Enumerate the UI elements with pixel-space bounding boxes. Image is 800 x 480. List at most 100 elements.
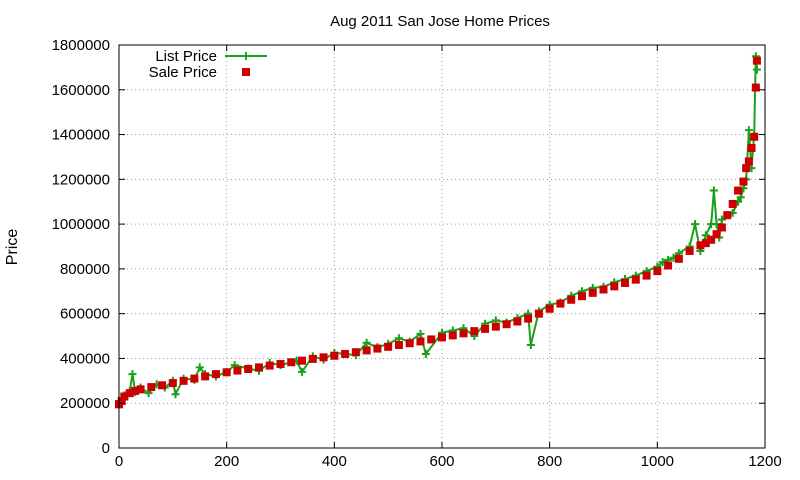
sale-price-point (158, 381, 167, 390)
sale-price-point (734, 186, 743, 195)
sale-price-point (513, 317, 522, 326)
sale-price-point (120, 392, 129, 401)
sale-price-point (664, 261, 673, 270)
sale-price-point (502, 320, 511, 329)
y-tick-label: 400000 (60, 350, 110, 367)
y-axis-label: Price (4, 229, 21, 266)
y-tick-label: 200000 (60, 395, 110, 412)
sale-price-point (685, 246, 694, 255)
sale-price-point (470, 327, 479, 336)
series-sale-price (115, 56, 761, 409)
axis-ticks: 0 200000 400000 600000 800000 1000000 1200000 1… (52, 37, 782, 470)
series-layer (115, 52, 761, 409)
sale-price-point (201, 372, 210, 381)
sale-price-point (631, 275, 640, 284)
sale-price-point (233, 366, 242, 375)
sale-price-point (136, 385, 145, 394)
list-price-point (195, 363, 204, 372)
sale-price-point (556, 299, 565, 308)
x-tick-label: 400 (322, 453, 347, 470)
sale-price-point (610, 282, 619, 291)
series-line-list-price (118, 56, 758, 402)
sale-price-point (481, 324, 490, 333)
legend-marker-sale-price (242, 68, 250, 76)
sale-price-point (319, 353, 328, 362)
sale-price-point (384, 342, 393, 351)
x-tick-label: 1000 (641, 453, 674, 470)
x-tick-label: 1200 (748, 453, 781, 470)
sale-price-point (750, 132, 759, 141)
sale-price-point (567, 295, 576, 304)
sale-price-point (416, 337, 425, 346)
sale-price-point (244, 364, 253, 373)
sale-price-point (674, 254, 683, 263)
sale-price-point (696, 241, 705, 250)
sale-price-point (287, 358, 296, 367)
sale-price-point (405, 339, 414, 348)
sale-price-point (739, 177, 748, 186)
list-price-point (691, 220, 700, 229)
sale-price-point (276, 360, 285, 369)
sale-price-point (577, 292, 586, 301)
sale-price-point (717, 223, 726, 232)
sale-price-point (448, 331, 457, 340)
list-price-point (736, 193, 745, 202)
y-tick-label: 0 (102, 440, 110, 457)
sale-price-point (427, 335, 436, 344)
sale-price-point (752, 56, 761, 65)
sale-price-point (747, 143, 756, 152)
x-tick-label: 0 (115, 453, 123, 470)
legend-label-sale-price: Sale Price (149, 64, 217, 81)
sale-price-point (125, 389, 134, 398)
list-price-point (171, 390, 180, 399)
sale-price-point (742, 164, 751, 173)
x-tick-label: 600 (429, 453, 454, 470)
sale-price-point (701, 239, 710, 248)
sale-price-point (298, 356, 307, 365)
list-price-point (416, 329, 425, 338)
list-price-point (717, 215, 726, 224)
sale-price-point (621, 278, 630, 287)
list-price-point (526, 341, 535, 350)
sale-price-point (524, 314, 533, 323)
list-price-point (394, 334, 403, 343)
sale-price-point (351, 348, 360, 357)
sale-price-point (222, 368, 231, 377)
sale-price-point (211, 370, 220, 379)
list-price-point (128, 370, 137, 379)
y-tick-label: 1600000 (52, 82, 110, 99)
y-tick-label: 600000 (60, 306, 110, 323)
list-price-point (421, 349, 430, 358)
sale-price-point (642, 271, 651, 280)
sale-price-point (491, 322, 500, 331)
sale-price-point (179, 376, 188, 385)
sale-price-point (254, 363, 263, 372)
sale-price-point (588, 288, 597, 297)
sale-price-point (744, 157, 753, 166)
list-price-point (362, 338, 371, 347)
sale-price-point (599, 285, 608, 294)
sale-price-point (545, 304, 554, 313)
grid-lines (119, 45, 765, 448)
sale-price-point (147, 383, 156, 392)
y-tick-label: 800000 (60, 261, 110, 278)
sale-price-point (190, 374, 199, 383)
sale-price-point (712, 230, 721, 239)
legend: List Price Sale Price (149, 48, 267, 81)
sale-price-point (534, 309, 543, 318)
sale-price-point (131, 386, 140, 395)
list-price-point (744, 126, 753, 135)
sale-price-point (728, 199, 737, 208)
y-tick-label: 1400000 (52, 127, 110, 144)
sale-price-point (341, 349, 350, 358)
y-tick-label: 1200000 (52, 171, 110, 188)
y-tick-label: 1000000 (52, 216, 110, 233)
legend-marker-list-price (242, 52, 250, 60)
sale-price-point (308, 354, 317, 363)
sale-price-point (362, 346, 371, 355)
sale-price-point (117, 396, 126, 405)
sale-price-point (459, 329, 468, 338)
sale-price-point (653, 267, 662, 276)
sale-price-point (394, 341, 403, 350)
